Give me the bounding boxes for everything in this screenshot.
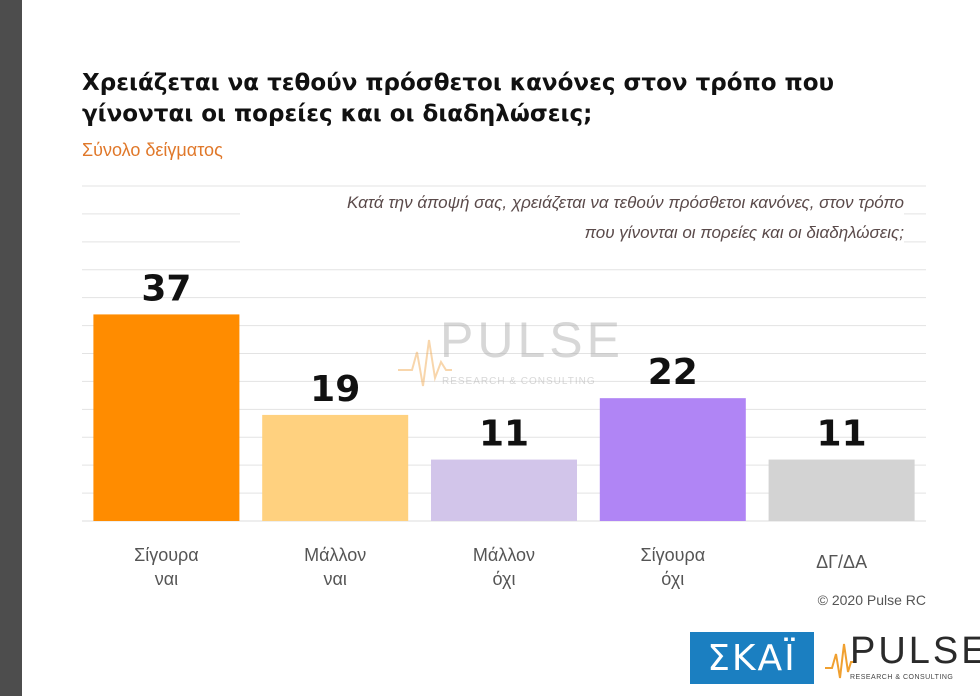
- pulse-logo: PULSE RESEARCH & CONSULTING: [824, 630, 980, 690]
- survey-question: Κατά την άποψή σας, χρειάζεται να τεθούν…: [240, 188, 904, 248]
- value-labels: 37 19 11 22 11: [141, 268, 866, 454]
- bar: [599, 398, 746, 521]
- value-label: 11: [479, 414, 529, 455]
- category-label: όχι: [493, 569, 516, 589]
- survey-question-line-1: Κατά την άποψή σας, χρειάζεται να τεθούν…: [346, 193, 904, 212]
- watermark-wave-icon: [398, 339, 452, 387]
- left-edge-strip: [0, 0, 22, 696]
- category-labels: Σίγουρα ναι Μάλλον ναι Μάλλον όχι Σίγουρα όχι ΔΓ…: [134, 545, 867, 589]
- chart-subtitle: Σύνολο δείγματος: [82, 140, 223, 160]
- value-label: 11: [817, 414, 867, 455]
- category-label: όχι: [661, 569, 684, 589]
- pulse-logo-word: PULSE: [850, 630, 980, 672]
- category-label: ΔΓ/ΔΑ: [816, 552, 867, 572]
- watermark-word: PULSE: [440, 312, 624, 368]
- bar: [768, 459, 915, 521]
- bar: [262, 414, 409, 521]
- survey-question-line-2: που γίνονται οι πορείες και οι διαδηλώσε…: [584, 223, 904, 242]
- watermark-tagline: RESEARCH & CONSULTING: [442, 376, 596, 387]
- category-label: Σίγουρα: [640, 545, 705, 565]
- bar: [93, 314, 240, 521]
- value-label: 19: [310, 369, 360, 410]
- category-label: Μάλλον: [473, 545, 535, 565]
- category-label: ναι: [323, 569, 346, 589]
- bar: [431, 459, 577, 521]
- bars: [93, 314, 915, 521]
- copyright-notice: © 2020 Pulse RC: [817, 592, 926, 608]
- category-label: Μάλλον: [304, 545, 366, 565]
- category-label: Σίγουρα: [134, 545, 199, 565]
- watermark: PULSE RESEARCH & CONSULTING: [398, 312, 624, 387]
- skai-logo: ΣΚΑΪ: [690, 632, 814, 684]
- category-label: ναι: [155, 569, 178, 589]
- pulse-wave-icon: [825, 643, 854, 679]
- skai-logo-text: ΣΚΑΪ: [707, 637, 797, 679]
- pulse-logo-tagline: RESEARCH & CONSULTING: [850, 674, 954, 681]
- value-label: 37: [141, 268, 191, 309]
- value-label: 22: [648, 352, 698, 393]
- chart-title: Χρειάζεται να τεθούν πρόσθετοι κανόνες σ…: [82, 70, 835, 127]
